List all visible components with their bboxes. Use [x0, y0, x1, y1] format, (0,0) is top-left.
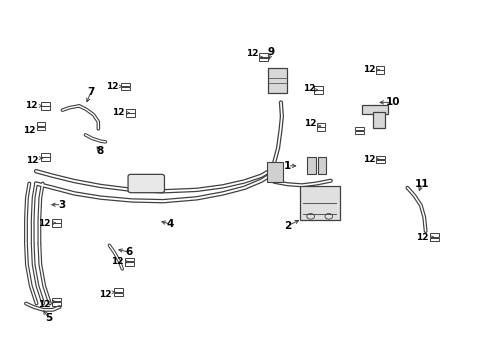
Text: 12: 12 — [362, 155, 375, 164]
FancyBboxPatch shape — [306, 157, 315, 174]
Bar — [259, 58, 267, 61]
Bar — [52, 298, 61, 301]
Text: 3: 3 — [58, 200, 65, 210]
Bar — [121, 87, 130, 90]
Bar — [376, 156, 384, 159]
Text: 5: 5 — [45, 313, 53, 323]
Bar — [37, 122, 45, 126]
Text: 2: 2 — [284, 221, 291, 231]
Bar — [314, 86, 323, 90]
FancyBboxPatch shape — [299, 186, 339, 220]
Text: 11: 11 — [414, 179, 428, 189]
Bar — [429, 233, 438, 237]
FancyBboxPatch shape — [128, 174, 164, 193]
Bar — [114, 293, 122, 296]
Text: 12: 12 — [303, 84, 315, 93]
Bar — [429, 238, 438, 241]
Text: 12: 12 — [22, 126, 35, 135]
Bar — [259, 53, 267, 57]
Bar — [375, 66, 384, 69]
Bar — [354, 127, 363, 130]
Text: 12: 12 — [38, 300, 50, 309]
Text: 8: 8 — [96, 146, 103, 156]
Text: 9: 9 — [267, 47, 274, 57]
Text: 12: 12 — [106, 82, 119, 91]
FancyBboxPatch shape — [317, 157, 326, 174]
Text: 12: 12 — [111, 257, 123, 266]
Bar — [125, 262, 134, 266]
Text: 12: 12 — [99, 290, 112, 299]
Text: 12: 12 — [245, 49, 258, 58]
FancyBboxPatch shape — [372, 112, 385, 128]
Bar — [126, 113, 135, 117]
Bar — [314, 90, 323, 94]
Bar — [114, 288, 122, 292]
Bar — [41, 102, 50, 105]
Bar — [316, 123, 325, 127]
Text: 7: 7 — [87, 87, 95, 97]
FancyBboxPatch shape — [267, 68, 286, 93]
Bar — [316, 127, 325, 131]
Text: 12: 12 — [362, 66, 375, 75]
Text: 12: 12 — [304, 119, 316, 128]
FancyBboxPatch shape — [362, 105, 387, 114]
Text: 12: 12 — [25, 102, 38, 111]
Bar — [375, 70, 384, 74]
FancyBboxPatch shape — [266, 162, 282, 183]
Bar — [354, 131, 363, 135]
Bar — [125, 258, 134, 261]
Bar — [41, 153, 50, 157]
Bar — [121, 83, 130, 86]
Text: 12: 12 — [416, 233, 428, 242]
Bar — [52, 219, 61, 223]
Bar — [126, 109, 135, 113]
Text: 4: 4 — [166, 219, 174, 229]
Text: 1: 1 — [284, 161, 291, 171]
Text: 12: 12 — [26, 156, 39, 165]
Bar — [37, 127, 45, 130]
Text: 12: 12 — [112, 108, 124, 117]
Bar — [52, 224, 61, 227]
Text: 10: 10 — [385, 98, 400, 107]
Bar — [41, 157, 50, 161]
Bar — [376, 160, 384, 163]
Text: 12: 12 — [38, 219, 50, 228]
Bar — [41, 106, 50, 110]
Bar — [52, 302, 61, 306]
Text: 6: 6 — [125, 247, 133, 257]
